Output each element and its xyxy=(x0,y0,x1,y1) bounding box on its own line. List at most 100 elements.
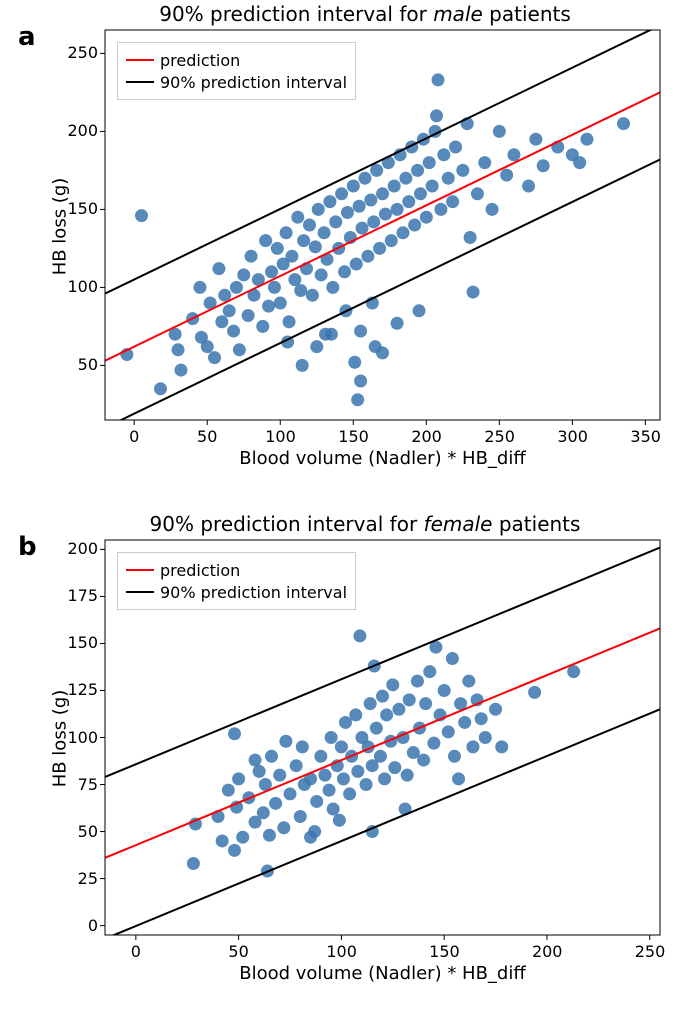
data-point xyxy=(308,825,321,838)
data-point xyxy=(396,226,409,239)
data-point xyxy=(348,356,361,369)
legend-line-band-b xyxy=(126,591,154,593)
data-point xyxy=(442,172,455,185)
prediction-line xyxy=(105,92,660,360)
ytick-label: 200 xyxy=(60,539,98,558)
data-point xyxy=(335,740,348,753)
data-point xyxy=(268,281,281,294)
data-point xyxy=(350,258,363,271)
data-point xyxy=(237,268,250,281)
xtick-label: 200 xyxy=(532,942,562,961)
xtick-label: 200 xyxy=(411,427,441,446)
data-point xyxy=(341,206,354,219)
data-point xyxy=(467,286,480,299)
legend-row-band: 90% prediction interval xyxy=(126,71,347,93)
data-point xyxy=(277,821,290,834)
data-point xyxy=(402,195,415,208)
data-point xyxy=(314,750,327,763)
ytick-label: 100 xyxy=(60,728,98,747)
data-point xyxy=(379,208,392,221)
data-point xyxy=(388,180,401,193)
data-point xyxy=(232,772,245,785)
data-point xyxy=(358,172,371,185)
data-point xyxy=(456,164,469,177)
data-point xyxy=(309,240,322,253)
data-point xyxy=(449,141,462,154)
data-point xyxy=(280,226,293,239)
data-point xyxy=(215,315,228,328)
data-point xyxy=(227,325,240,338)
data-point xyxy=(323,784,336,797)
data-point xyxy=(522,180,535,193)
data-point xyxy=(253,765,266,778)
data-point xyxy=(263,829,276,842)
data-point xyxy=(249,754,262,767)
data-point xyxy=(466,740,479,753)
data-point xyxy=(245,250,258,263)
data-point xyxy=(462,675,475,688)
data-point xyxy=(528,686,541,699)
data-point xyxy=(391,317,404,330)
data-point xyxy=(187,857,200,870)
ytick-label: 150 xyxy=(60,633,98,652)
data-point xyxy=(374,750,387,763)
data-point xyxy=(323,195,336,208)
data-point xyxy=(403,693,416,706)
data-point xyxy=(338,265,351,278)
data-point xyxy=(294,810,307,823)
xtick-label: 250 xyxy=(484,427,514,446)
data-point xyxy=(489,703,502,716)
data-point xyxy=(284,787,297,800)
panel-a-title-emph: male xyxy=(433,2,483,26)
data-point xyxy=(417,754,430,767)
data-point xyxy=(353,629,366,642)
panel-b-title-suffix: patients xyxy=(492,512,580,536)
data-point xyxy=(310,340,323,353)
data-point xyxy=(310,795,323,808)
data-point xyxy=(408,219,421,232)
data-point xyxy=(486,203,499,216)
data-point xyxy=(279,735,292,748)
panel-a-title-prefix: 90% prediction interval for xyxy=(159,2,433,26)
data-point xyxy=(291,211,304,224)
data-point xyxy=(401,769,414,782)
data-point xyxy=(326,281,339,294)
data-point xyxy=(327,802,340,815)
data-point xyxy=(573,156,586,169)
panel-a: a 90% prediction interval for male patie… xyxy=(0,0,685,490)
legend-row-prediction: prediction xyxy=(126,49,347,71)
ytick-label: 100 xyxy=(60,277,98,296)
data-point xyxy=(242,309,255,322)
data-point xyxy=(354,375,367,388)
data-point xyxy=(269,797,282,810)
data-point xyxy=(223,304,236,317)
legend-label-band: 90% prediction interval xyxy=(160,73,347,92)
data-point xyxy=(174,364,187,377)
panel-a-legend: prediction 90% prediction interval xyxy=(117,42,356,100)
data-point xyxy=(318,769,331,782)
legend-label-prediction: prediction xyxy=(160,51,240,70)
data-point xyxy=(257,806,270,819)
panel-b-title: 90% prediction interval for female patie… xyxy=(85,512,645,536)
data-point xyxy=(464,231,477,244)
data-point xyxy=(262,300,275,313)
data-point xyxy=(376,690,389,703)
data-point xyxy=(376,346,389,359)
xtick-label: 250 xyxy=(635,942,665,961)
data-point xyxy=(426,180,439,193)
data-point xyxy=(376,187,389,200)
data-point xyxy=(212,262,225,275)
data-point xyxy=(283,315,296,328)
data-point xyxy=(580,133,593,146)
figure-container: a 90% prediction interval for male patie… xyxy=(0,0,685,1012)
panel-a-xlabel: Blood volume (Nadler) * HB_diff xyxy=(105,448,660,469)
data-point xyxy=(343,787,356,800)
data-point xyxy=(370,164,383,177)
data-point xyxy=(448,750,461,763)
data-point xyxy=(297,234,310,247)
panel-a-label: a xyxy=(18,22,36,52)
data-point xyxy=(495,740,508,753)
ytick-label: 200 xyxy=(60,121,98,140)
legend-line-band xyxy=(126,81,154,83)
panel-b-title-prefix: 90% prediction interval for xyxy=(150,512,424,536)
